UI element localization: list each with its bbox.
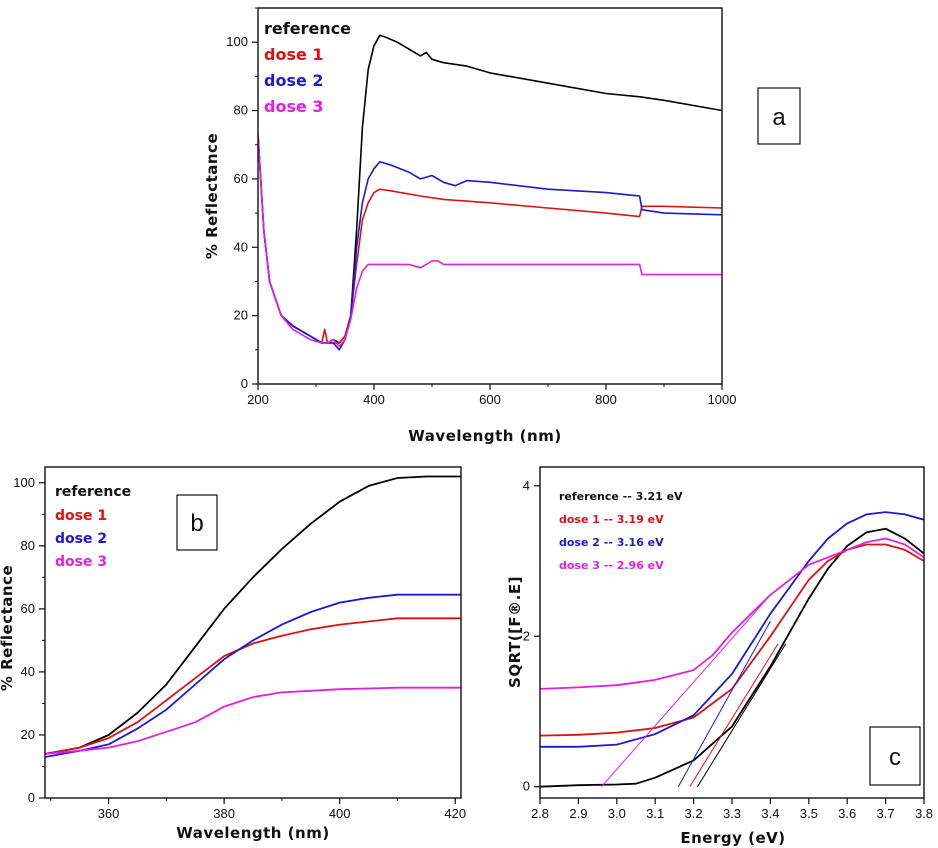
panel-c-xtick-label: 3.7: [877, 806, 895, 821]
panel-b-xtick-label: 420: [444, 806, 466, 821]
panel-c-series: [540, 511, 924, 788]
panel-a-line-reference: [258, 34, 722, 344]
panel-c-xtick-label: 3.4: [761, 806, 779, 821]
panel-a-ytick-label: 20: [234, 308, 248, 323]
panel-c-ylabel: SQRT([F®.E]: [506, 576, 524, 688]
panel-a-legend-reference: reference: [264, 19, 351, 38]
panel-c-xtick-label: 3.5: [800, 806, 818, 821]
panel-b-line-dose3: [45, 686, 461, 755]
panel-c-legend-dose3: dose 3 -- 2.96 eV: [559, 559, 664, 572]
panel-c-line-dose1: [540, 543, 924, 737]
panel-c-line-dose2: [540, 511, 924, 748]
panel-c-line-dose3: [540, 537, 924, 690]
panel-b-line-reference: [45, 475, 461, 755]
panel-b-legend-reference: reference: [55, 484, 131, 500]
panel-b-series: [45, 475, 461, 758]
panel-b-ylabel: % Reflectance: [0, 565, 16, 691]
panel-b-xtick-label: 380: [213, 806, 235, 821]
panel-a-ytick-label: 60: [234, 171, 248, 186]
panel-a-xtick-label: 400: [363, 392, 385, 407]
panel-b-ytick-label: 100: [13, 475, 35, 490]
panel-b-ytick-label: 40: [21, 664, 35, 679]
panel-b-xlabel: Wavelength (nm): [176, 824, 329, 842]
panel-b-ytick-label: 0: [28, 790, 35, 805]
panel-c-tangent-dose1: [689, 643, 779, 787]
panel-a-xtick-label: 800: [595, 392, 617, 407]
panel-a-ytick-label: 80: [234, 103, 248, 118]
panel-c-label-box: [869, 726, 921, 786]
panel-a-xtick-label: 1000: [708, 392, 737, 407]
panel-a-legend-dose1: dose 1: [264, 45, 324, 64]
panel-b-ytick-label: 60: [21, 601, 35, 616]
panel-a-xtick-label: 600: [479, 392, 501, 407]
panel-a-legend-dose3: dose 3: [264, 97, 324, 116]
panel-b-legend: reference dose 1 dose 2 dose 3: [55, 484, 131, 570]
panel-b-legend-dose2: dose 2: [55, 531, 107, 547]
panel-c-xtick-label: 3.3: [723, 806, 741, 821]
panel-c-line-reference: [540, 527, 924, 788]
panel-c-xlabel: Energy (eV): [680, 829, 785, 847]
panel-a-label-box: [757, 87, 801, 145]
panel-a-xtick-label: 200: [247, 392, 269, 407]
panel-c-label: c: [889, 744, 901, 771]
panel-a-line-dose3: [258, 134, 722, 348]
panel-a-series: [258, 34, 722, 351]
panel-a-ylabel: % Reflectance: [203, 133, 221, 259]
panel-c-ytick-label: 4: [523, 478, 530, 493]
panel-b-label: b: [190, 510, 203, 537]
panel-c-xtick-label: 2.8: [531, 806, 549, 821]
panel-b-legend-dose3: dose 3: [55, 554, 107, 570]
panel-b-label-box: [176, 494, 218, 551]
panel-c-legend: reference -- 3.21 eV dose 1 -- 3.19 eV d…: [559, 490, 683, 572]
panel-c-legend-dose2: dose 2 -- 3.16 eV: [559, 536, 664, 549]
panel-a-line-dose1: [258, 134, 722, 344]
panel-c-xtick-label: 3.6: [838, 806, 856, 821]
panel-c-xtick-label: 3.0: [608, 806, 626, 821]
panel-b-xtick-label: 360: [98, 806, 120, 821]
panel-c-ytick-label: 2: [523, 628, 530, 643]
panel-a-chart: 200 400 600 800 1000 0 20 40 60 80 100 Wavelength …: [203, 7, 801, 445]
panel-a-legend: reference dose 1 dose 2 dose 3: [264, 19, 351, 116]
panel-a-ytick-label: 100: [226, 34, 248, 49]
panel-a-legend-dose2: dose 2: [264, 71, 324, 90]
panel-b-frame: [44, 466, 462, 799]
panel-b-line-dose2: [45, 593, 461, 758]
panel-c-tangent-dose2: [677, 620, 771, 787]
panel-c-xtick-label: 3.2: [685, 806, 703, 821]
panel-c-xtick-label: 3.8: [915, 806, 933, 821]
panel-c-xtick-label: 2.9: [569, 806, 587, 821]
panel-c-chart: 2.8 2.9 3.0 3.1 3.2 3.3 3.4 3.5 3.6 3.7 3.8 0 2 4 Ene…: [506, 466, 933, 847]
panel-b-legend-dose1: dose 1: [55, 508, 107, 524]
panel-c-tangent-dose3: [601, 594, 771, 788]
panel-b-ytick-label: 80: [21, 538, 35, 553]
panel-c-legend-reference: reference -- 3.21 eV: [559, 490, 683, 503]
panel-b-chart: 360 380 400 420 0 20 40 60 80 100 Wavelength (nm)…: [0, 466, 466, 842]
panel-b-ytick-label: 20: [21, 727, 35, 742]
panel-c-legend-dose1: dose 1 -- 3.19 eV: [559, 513, 664, 526]
panel-c-tangent-reference: [697, 643, 787, 787]
panel-a-ytick-label: 0: [241, 376, 248, 391]
panel-b-line-dose1: [45, 617, 461, 755]
panel-c-ytick-label: 0: [523, 779, 530, 794]
panel-c-xtick-label: 3.1: [646, 806, 664, 821]
panel-a-line-dose2: [258, 134, 722, 351]
panel-a-frame: [257, 7, 723, 385]
panel-b-xtick-label: 400: [329, 806, 351, 821]
panel-a-ytick-label: 40: [234, 239, 248, 254]
panel-a-label: a: [772, 104, 786, 131]
panel-a-xlabel: Wavelength (nm): [408, 427, 561, 445]
